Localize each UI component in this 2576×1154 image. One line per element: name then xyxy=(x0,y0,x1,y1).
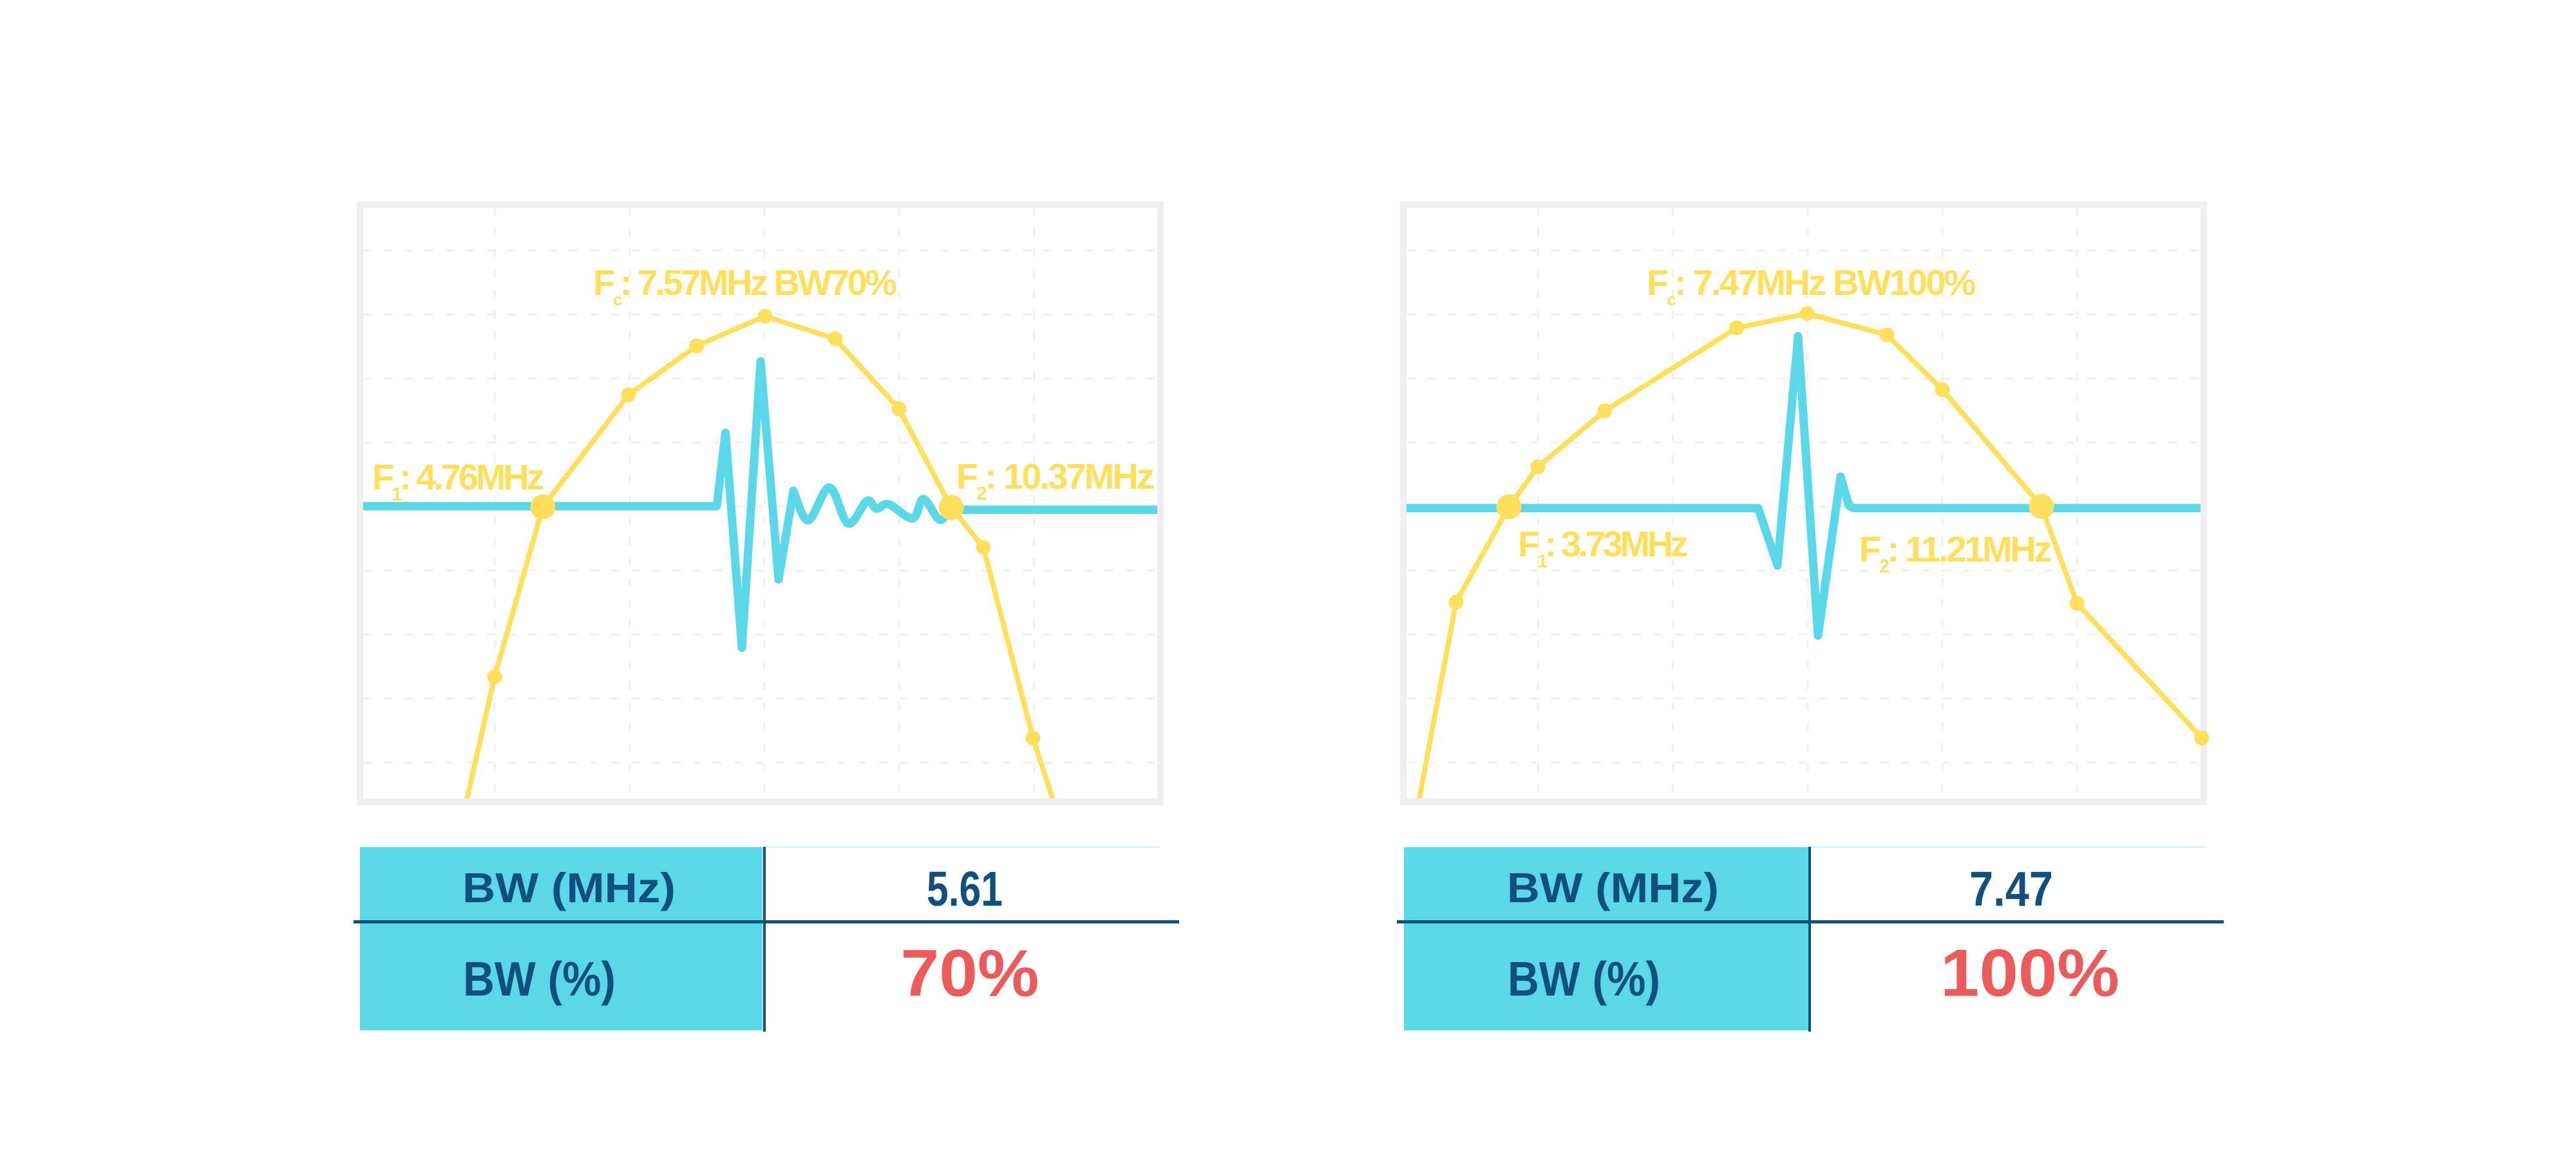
svg-text:BW (%): BW (%) xyxy=(1508,952,1660,1006)
svg-text:BW (MHz): BW (MHz) xyxy=(462,864,676,911)
svg-text:F1: 4.76MHz: F1: 4.76MHz xyxy=(372,457,544,505)
svg-text:70%: 70% xyxy=(901,936,1039,1010)
svg-text:F2: 11.21MHz: F2: 11.21MHz xyxy=(1859,529,2050,577)
svg-text:F2: 10.37MHz: F2: 10.37MHz xyxy=(956,456,1153,504)
svg-text:Fc: 7.57MHz BW70%: Fc: 7.57MHz BW70% xyxy=(593,262,896,309)
svg-text:BW (MHz): BW (MHz) xyxy=(1507,864,1719,911)
svg-text:BW (%): BW (%) xyxy=(463,952,616,1006)
svg-text:100%: 100% xyxy=(1940,936,2119,1011)
svg-text:5.61: 5.61 xyxy=(927,862,1003,917)
svg-text:F1: 3.73MHz: F1: 3.73MHz xyxy=(1518,524,1687,572)
svg-text:Fc: 7.47MHz BW100%: Fc: 7.47MHz BW100% xyxy=(1647,262,1976,309)
svg-text:7.47: 7.47 xyxy=(1969,862,2053,917)
